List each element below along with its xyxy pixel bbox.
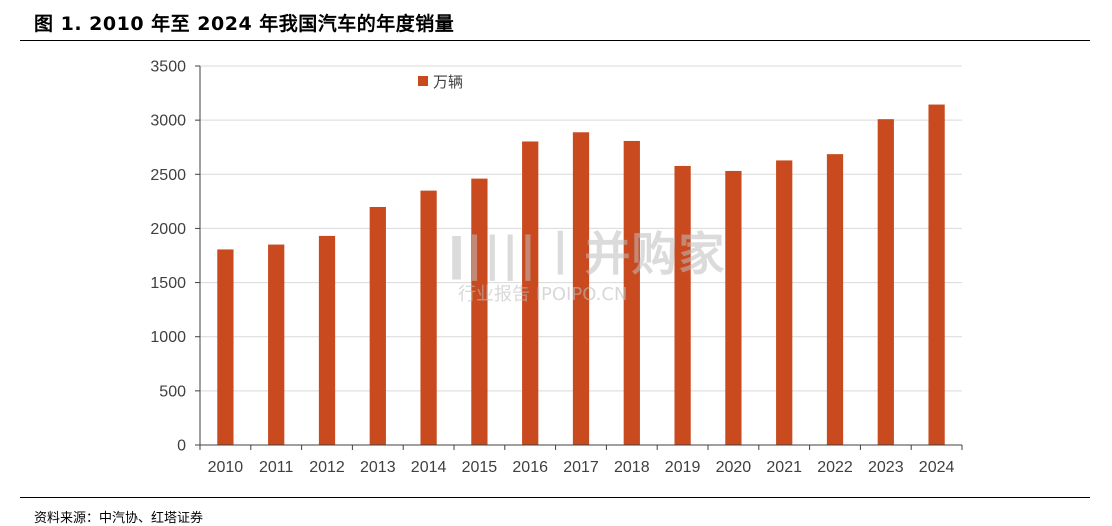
x-tick-label: 2024 bbox=[919, 459, 955, 476]
x-tick-label: 2023 bbox=[868, 459, 904, 476]
bars bbox=[217, 104, 945, 446]
x-tick-label: 2012 bbox=[309, 459, 345, 476]
legend: 万辆 bbox=[418, 73, 463, 91]
x-tick-label: 2021 bbox=[766, 459, 802, 476]
x-tick-label: 2010 bbox=[208, 459, 244, 476]
bar-2018 bbox=[623, 140, 640, 445]
x-tick-label: 2020 bbox=[716, 459, 752, 476]
bar-2011 bbox=[268, 244, 285, 445]
y-tick-label: 2000 bbox=[150, 221, 186, 238]
bar-2021 bbox=[776, 160, 793, 445]
legend-swatch bbox=[418, 76, 428, 86]
source-note: 资料来源：中汽协、红塔证券 bbox=[34, 511, 204, 526]
y-tick-label: 500 bbox=[159, 383, 186, 400]
watermark-logo: ǀ||||丨并购家 bbox=[448, 227, 726, 281]
watermark-subtitle: 行业报告 IPOIPO.CN bbox=[458, 284, 628, 305]
x-tick-label: 2017 bbox=[563, 459, 599, 476]
legend-label: 万辆 bbox=[433, 73, 463, 91]
y-tick-label: 1000 bbox=[150, 329, 186, 346]
x-tick-label: 2013 bbox=[360, 459, 396, 476]
y-tick-label: 0 bbox=[177, 438, 186, 455]
axes bbox=[195, 65, 963, 450]
title-divider bbox=[20, 40, 1090, 41]
y-tick-label: 3000 bbox=[150, 113, 186, 130]
bar-2016 bbox=[522, 141, 539, 445]
bar-2017 bbox=[572, 132, 590, 445]
x-tick-label: 2022 bbox=[817, 459, 853, 476]
bar-2015 bbox=[471, 178, 488, 446]
bar-2019 bbox=[674, 165, 691, 446]
bar-2024 bbox=[928, 104, 945, 445]
x-tick-label: 2018 bbox=[614, 459, 650, 476]
x-tick-label: 2019 bbox=[665, 459, 701, 476]
bar-2022 bbox=[826, 154, 844, 445]
y-tick-label: 3500 bbox=[150, 59, 186, 76]
x-tick-label: 2015 bbox=[462, 459, 498, 476]
tick-labels: 0 500 1000 1500 2000 2500 3000 3500 2010 2011 2012… bbox=[150, 59, 954, 477]
x-tick-label: 2011 bbox=[259, 459, 294, 476]
bar-2023 bbox=[877, 119, 894, 446]
y-tick-label: 1500 bbox=[150, 275, 186, 292]
x-tick-label: 2014 bbox=[411, 459, 447, 476]
bar-2014 bbox=[420, 190, 437, 445]
bar-2010 bbox=[217, 249, 234, 445]
x-tick-label: 2016 bbox=[512, 459, 548, 476]
bar-2020 bbox=[725, 170, 742, 445]
figure-title: 图 1. 2010 年至 2024 年我国汽车的年度销量 bbox=[34, 13, 455, 35]
bar-2012 bbox=[318, 235, 336, 445]
y-tick-label: 2500 bbox=[150, 167, 186, 184]
bar-2013 bbox=[369, 206, 386, 445]
source-divider bbox=[20, 497, 1090, 498]
